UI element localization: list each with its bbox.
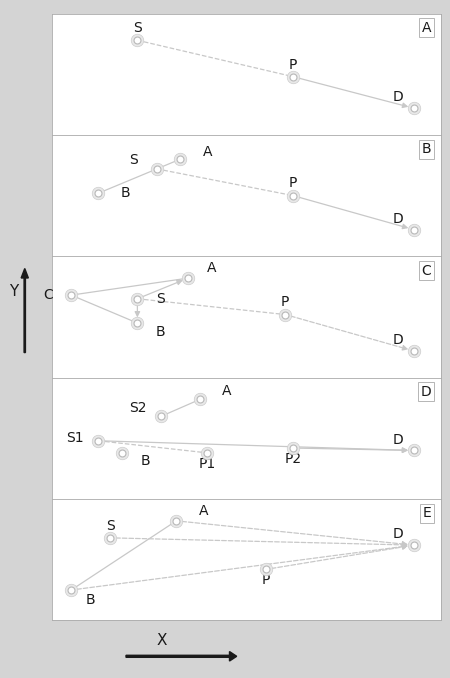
Text: P: P <box>289 176 297 191</box>
Text: B: B <box>156 325 166 338</box>
Text: P: P <box>261 574 270 587</box>
Text: E: E <box>423 506 431 520</box>
Text: P1: P1 <box>199 457 216 471</box>
Text: D: D <box>393 433 404 447</box>
Text: S: S <box>129 153 138 167</box>
Text: S1: S1 <box>66 431 84 445</box>
Text: C: C <box>422 264 431 277</box>
Text: X: X <box>157 633 167 648</box>
Text: D: D <box>393 90 404 104</box>
Text: B: B <box>121 186 130 200</box>
Text: A: A <box>422 21 431 35</box>
Text: A: A <box>222 384 232 398</box>
Text: S: S <box>156 292 165 306</box>
Text: D: D <box>420 385 431 399</box>
Text: B: B <box>140 454 150 468</box>
Text: A: A <box>202 145 212 159</box>
Text: S: S <box>133 21 142 35</box>
Text: S: S <box>106 519 114 533</box>
Text: D: D <box>393 333 404 347</box>
Text: S2: S2 <box>129 401 146 415</box>
Text: D: D <box>393 527 404 541</box>
Text: C: C <box>43 288 53 302</box>
Text: A: A <box>207 262 216 275</box>
Text: D: D <box>393 212 404 226</box>
Text: B: B <box>86 593 95 607</box>
Text: P: P <box>281 296 289 309</box>
Text: A: A <box>199 504 208 518</box>
Text: P: P <box>289 58 297 72</box>
Text: B: B <box>422 142 431 156</box>
Text: P2: P2 <box>284 452 302 466</box>
Text: Y: Y <box>9 284 18 299</box>
